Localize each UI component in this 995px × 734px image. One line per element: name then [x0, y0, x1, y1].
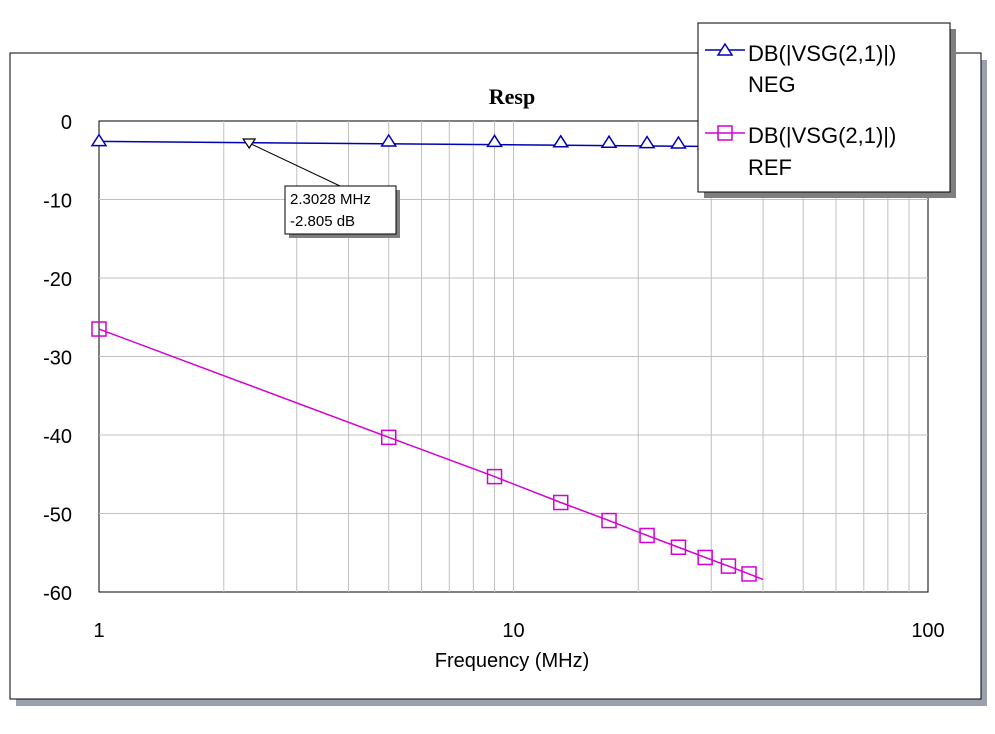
x-tick-label: 100: [911, 620, 944, 642]
data-point-marker: [91, 321, 107, 337]
data-point-marker: [639, 527, 655, 544]
y-tick-label: -30: [43, 348, 72, 370]
axes: 0 -10 -20 -30 -40 -50 -60 1 10 100: [43, 112, 945, 642]
data-point-marker: [638, 135, 656, 149]
legend-neg-symbol: [705, 42, 745, 56]
data-point-marker: [552, 494, 569, 511]
data-point-marker: [380, 133, 398, 147]
marker-annotation: 2.3028 MHz -2.805 dB: [242, 138, 400, 238]
annotation-frequency: 2.3028 MHz: [290, 191, 371, 208]
y-tick-label: -10: [43, 191, 72, 213]
x-tick-label: 1: [93, 620, 104, 642]
annotation-value: -2.805 dB: [290, 213, 355, 230]
y-tick-label: -60: [43, 583, 72, 605]
data-point-marker: [601, 512, 617, 529]
legend: DB(|VSG(2,1)|) NEG DB(|VSG(2,1)|) REF: [697, 22, 956, 198]
annotation-box: [284, 185, 397, 235]
data-point-marker: [486, 134, 503, 148]
y-tick-label: 0: [61, 112, 72, 134]
data-point-marker: [697, 549, 713, 566]
y-tick-label: -50: [43, 505, 72, 527]
data-point-marker: [670, 539, 687, 556]
x-tick-label: 10: [502, 620, 524, 642]
y-tick-label: -20: [43, 269, 72, 291]
legend-ref-label-line2: REF: [748, 155, 792, 180]
legend-ref-marker: [717, 125, 733, 141]
legend-box: [697, 22, 951, 193]
data-point-marker: [741, 566, 757, 582]
data-point-marker: [552, 134, 570, 148]
x-axis-label: Frequency (MHz): [435, 650, 589, 672]
legend-ref-symbol: [705, 125, 745, 141]
annotation-marker: [242, 138, 257, 150]
data-point-marker: [720, 558, 737, 574]
legend-neg-label-line2: NEG: [748, 72, 796, 97]
legend-neg-marker: [716, 42, 734, 56]
data-point-marker: [90, 133, 108, 147]
y-tick-label: -40: [43, 426, 72, 448]
data-point-marker: [670, 135, 687, 149]
data-point-marker: [600, 134, 618, 148]
chart-title: Resp: [489, 84, 535, 109]
series-ref: [91, 321, 764, 582]
legend-neg-label-line1: DB(|VSG(2,1)|): [748, 41, 896, 66]
data-point-marker: [380, 429, 397, 446]
data-point-marker: [486, 468, 503, 485]
annotation-leader-line: [248, 142, 341, 187]
legend-ref-label-line1: DB(|VSG(2,1)|): [748, 123, 896, 148]
